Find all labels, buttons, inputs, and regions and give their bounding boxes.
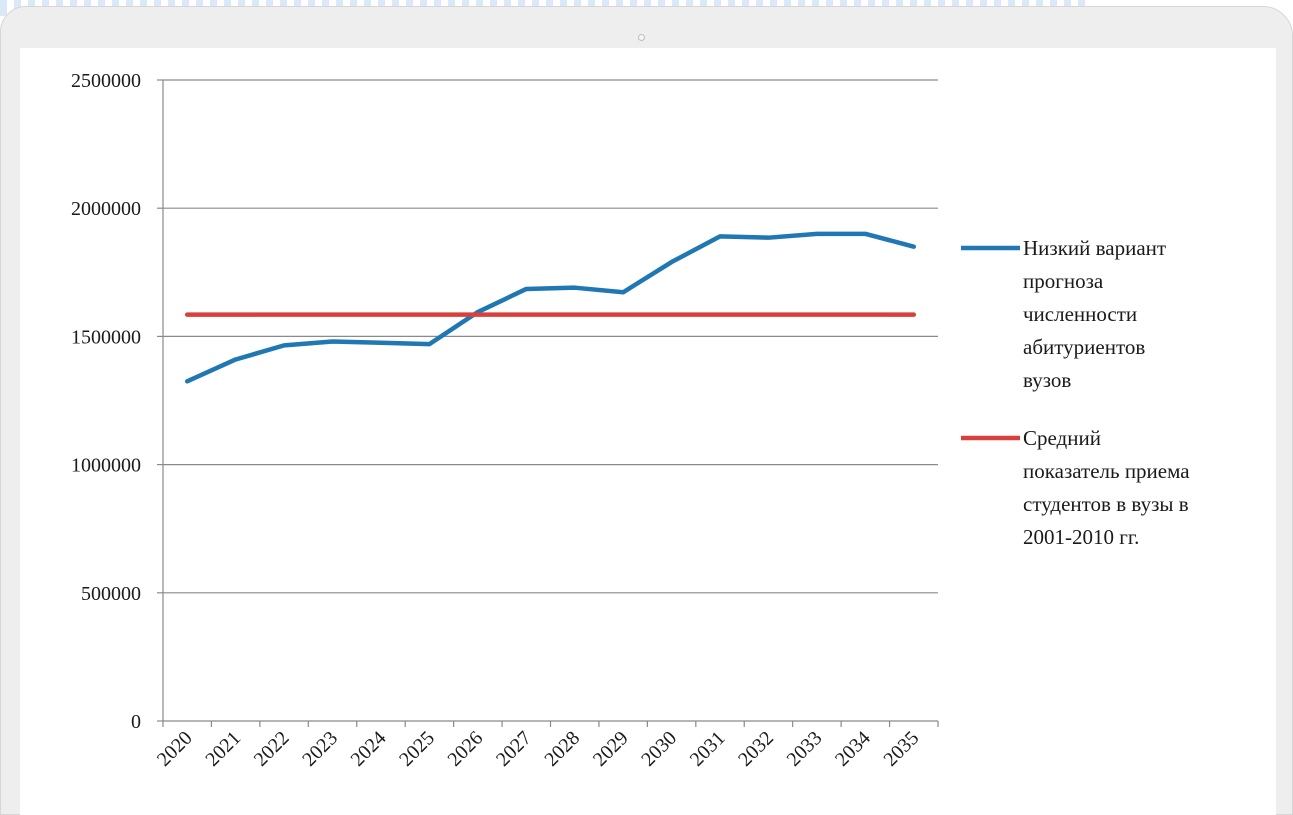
camera-icon <box>638 34 645 41</box>
y-tick-label: 0 <box>131 711 141 733</box>
y-tick-label: 1500000 <box>71 326 141 348</box>
legend-label-line: абитуриентов <box>1023 335 1145 359</box>
x-tick-label: 2020 <box>153 727 197 771</box>
y-tick-label: 2000000 <box>71 198 141 220</box>
y-tick-labels: 0 500000 1000000 1500000 2000000 2500000 <box>71 70 141 733</box>
legend: Низкий вариант прогноза численности абитури… <box>961 236 1190 549</box>
x-tick-label: 2030 <box>637 727 681 771</box>
legend-label-line: прогноза <box>1023 269 1104 293</box>
legend-label-line: 2001-2010 гг. <box>1023 525 1139 549</box>
x-tick-label: 2032 <box>734 727 778 771</box>
y-tick-label: 2500000 <box>71 70 141 92</box>
x-tick-label: 2024 <box>347 727 391 771</box>
y-tick-label: 500000 <box>81 583 141 605</box>
x-tick-label: 2025 <box>395 727 439 771</box>
x-tick-label: 2033 <box>783 727 827 771</box>
x-tick-label: 2029 <box>589 727 633 771</box>
legend-label-line: Средний <box>1023 426 1101 450</box>
x-tick-label: 2021 <box>201 727 245 771</box>
x-tick-label: 2035 <box>879 727 923 771</box>
series-line-1 <box>184 231 917 384</box>
x-tick-label: 2034 <box>831 727 875 771</box>
x-tick-labels: 2020 2021 2022 2023 2024 2025 2026 2027 2028 2029… <box>153 727 923 771</box>
legend-label-line: показатель приема <box>1023 459 1190 483</box>
chart-area: 0 500000 1000000 1500000 2000000 2500000 2020… <box>20 48 1276 815</box>
axes <box>157 79 939 727</box>
gridlines <box>163 79 938 594</box>
x-tick-label: 2023 <box>298 727 342 771</box>
x-tick-label: 2028 <box>540 727 584 771</box>
y-tick-label: 1000000 <box>71 455 141 477</box>
legend-label-line: Низкий вариант <box>1023 236 1166 260</box>
x-tick-label: 2022 <box>250 727 294 771</box>
legend-label-line: вузов <box>1023 368 1071 392</box>
x-tick-label: 2031 <box>686 727 730 771</box>
legend-label-line: студентов в вузы в <box>1023 492 1189 516</box>
line-chart: 0 500000 1000000 1500000 2000000 2500000 2020… <box>71 70 1190 771</box>
x-tick-label: 2027 <box>492 727 536 771</box>
x-tick-label: 2026 <box>444 727 488 771</box>
legend-label-line: численности <box>1023 302 1137 326</box>
series-lines <box>184 231 917 384</box>
